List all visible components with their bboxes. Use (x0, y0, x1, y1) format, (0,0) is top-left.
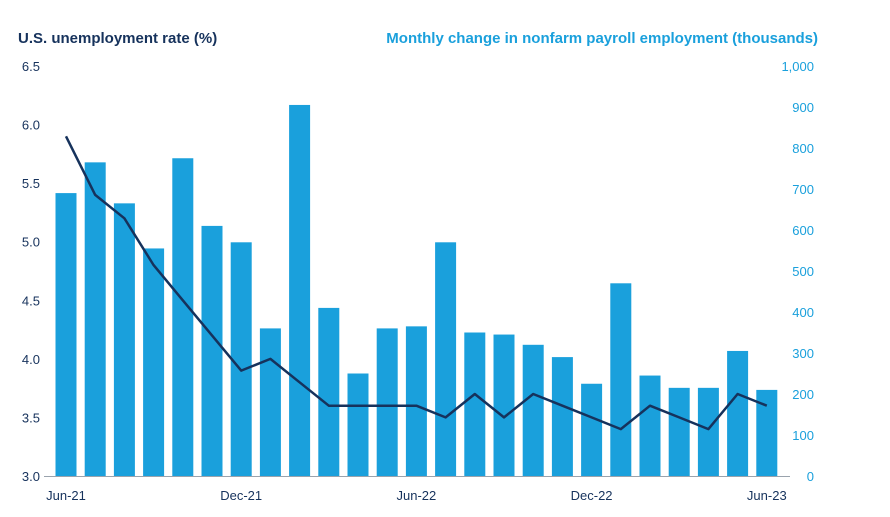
payroll-bar (756, 389, 778, 476)
payroll-bar (727, 350, 749, 476)
payroll-bar (318, 307, 340, 476)
left-tick-label: 3.0 (22, 469, 40, 484)
right-tick-label: 800 (792, 141, 814, 156)
right-tick-label: 600 (792, 223, 814, 238)
payroll-bar (639, 375, 661, 476)
x-tick-label: Dec-22 (571, 488, 613, 503)
right-tick-label: 1,000 (781, 59, 814, 74)
payroll-bar (347, 373, 369, 476)
left-tick-label: 3.5 (22, 410, 40, 425)
payroll-bar (201, 225, 223, 476)
x-tick-label: Jun-23 (747, 488, 787, 503)
x-tick-label: Dec-21 (220, 488, 262, 503)
payroll-bar (493, 334, 515, 476)
x-tick-label: Jun-21 (46, 488, 86, 503)
payroll-bar (376, 328, 398, 476)
payroll-bar (464, 332, 486, 476)
x-tick-label: Jun-22 (397, 488, 437, 503)
payroll-bar (172, 158, 194, 476)
payroll-bar (55, 193, 77, 476)
left-tick-label: 6.0 (22, 118, 40, 133)
right-tick-label: 900 (792, 100, 814, 115)
payroll-bar (435, 242, 457, 476)
right-tick-label: 200 (792, 387, 814, 402)
payroll-bar (551, 357, 573, 476)
payroll-bar (697, 387, 719, 476)
payroll-bar (84, 162, 106, 476)
left-tick-label: 5.0 (22, 235, 40, 250)
payroll-bar (259, 328, 281, 476)
left-tick-label: 4.0 (22, 352, 40, 367)
left-tick-label: 5.5 (22, 176, 40, 191)
right-tick-label: 500 (792, 264, 814, 279)
left-tick-label: 6.5 (22, 59, 40, 74)
unemployment-line (64, 135, 768, 431)
payroll-bar (289, 104, 311, 476)
payroll-bar (143, 248, 165, 476)
right-axis-title: Monthly change in nonfarm payroll employ… (386, 30, 818, 47)
payroll-bar (668, 387, 690, 476)
left-tick-label: 4.5 (22, 293, 40, 308)
right-tick-label: 400 (792, 305, 814, 320)
right-tick-label: 0 (807, 469, 814, 484)
left-axis-title: U.S. unemployment rate (%) (18, 30, 218, 47)
payroll-bar (405, 326, 427, 476)
payroll-bar (522, 344, 544, 476)
payroll-bar (610, 283, 632, 476)
payroll-bar (113, 203, 135, 476)
payroll-bar (230, 242, 252, 476)
right-tick-label: 700 (792, 182, 814, 197)
payroll-bar (581, 383, 603, 476)
right-tick-label: 100 (792, 428, 814, 443)
right-tick-label: 300 (792, 346, 814, 361)
